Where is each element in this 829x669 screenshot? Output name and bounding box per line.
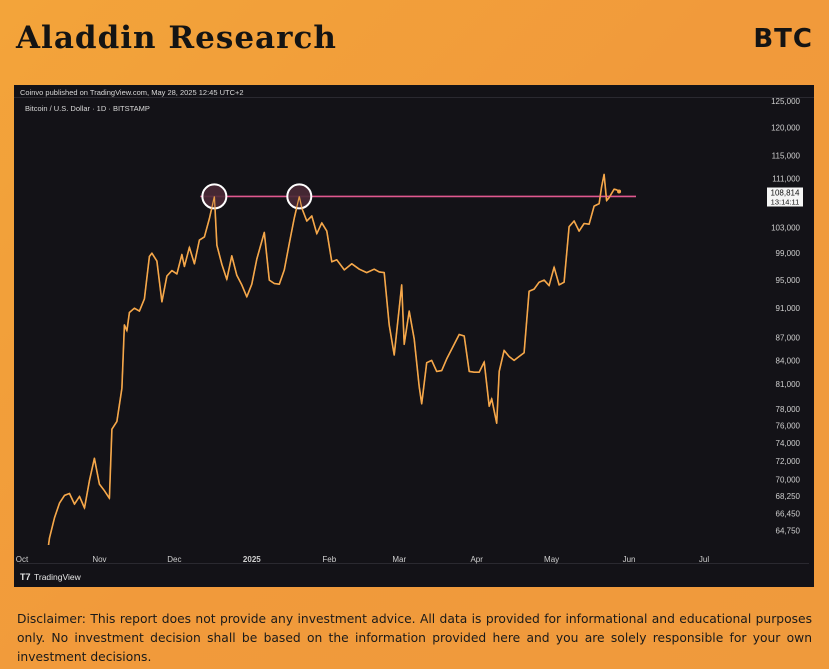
x-tick-label: Jul bbox=[699, 555, 709, 564]
y-tick-label: 66,450 bbox=[776, 509, 801, 518]
last-price-dot bbox=[617, 189, 622, 194]
y-tick-label: 70,000 bbox=[776, 475, 801, 484]
y-tick-label: 64,750 bbox=[776, 526, 801, 535]
y-tick-label: 125,000 bbox=[771, 97, 800, 106]
last-price-tag: 108,814 13:14:11 bbox=[767, 187, 803, 207]
y-tick-label: 68,250 bbox=[776, 492, 801, 501]
tradingview-wordmark: TradingView bbox=[34, 572, 82, 582]
published-note: Coinvo published on TradingView.com, May… bbox=[20, 88, 244, 97]
tradingview-logo: T7 TradingView bbox=[20, 572, 82, 582]
btc-price-line-overlay bbox=[47, 174, 620, 545]
y-tick-label: 115,000 bbox=[772, 151, 801, 160]
price-chart: Coinvo published on TradingView.com, May… bbox=[14, 88, 814, 582]
btc-price-line bbox=[47, 173, 620, 545]
candle-countdown: 13:14:11 bbox=[771, 198, 800, 207]
y-tick-label: 81,000 bbox=[776, 380, 801, 389]
last-price-box bbox=[767, 187, 803, 207]
y-tick-label: 120,000 bbox=[771, 124, 800, 133]
x-tick-label: Dec bbox=[167, 555, 181, 564]
x-tick-label: May bbox=[544, 555, 559, 564]
chart-panel: Coinvo published on TradingView.com, May… bbox=[14, 85, 814, 587]
y-tick-label: 72,000 bbox=[776, 457, 801, 466]
y-tick-label: 84,000 bbox=[776, 356, 801, 365]
symbol-title: Bitcoin / U.S. Dollar · 1D · BITSTAMP bbox=[25, 104, 150, 113]
x-tick-label: Jun bbox=[623, 555, 636, 564]
y-tick-label: 111,000 bbox=[772, 175, 800, 184]
y-tick-label: 99,000 bbox=[776, 249, 801, 258]
x-axis: Oct Nov Dec 2025 Feb Mar Apr May Jun Jul bbox=[16, 555, 710, 564]
last-price-value: 108,814 bbox=[771, 189, 800, 198]
chart-frame bbox=[14, 97, 814, 564]
y-tick-label: 103,000 bbox=[771, 223, 800, 232]
y-axis: 125,000120,000115,000111,000107,000103,0… bbox=[771, 97, 800, 535]
disclaimer-text: Disclaimer: This report does not provide… bbox=[17, 612, 812, 664]
x-tick-label: Nov bbox=[92, 555, 106, 564]
y-tick-label: 95,000 bbox=[776, 276, 801, 285]
y-tick-label: 76,000 bbox=[776, 422, 801, 431]
x-tick-label: Oct bbox=[16, 555, 29, 564]
x-tick-label: Mar bbox=[392, 555, 406, 564]
x-tick-label: Apr bbox=[470, 555, 483, 564]
brand-title: Aladdin Research bbox=[16, 20, 337, 56]
y-tick-label: 87,000 bbox=[776, 334, 801, 343]
x-tick-label: Feb bbox=[322, 555, 336, 564]
tradingview-icon: T7 bbox=[20, 572, 31, 582]
plot-area bbox=[47, 173, 636, 545]
y-tick-label: 91,000 bbox=[776, 304, 801, 313]
x-tick-label: 2025 bbox=[243, 555, 261, 564]
y-tick-label: 78,000 bbox=[776, 405, 801, 414]
ticker-symbol: BTC bbox=[753, 24, 813, 54]
y-tick-label: 74,000 bbox=[776, 439, 801, 448]
